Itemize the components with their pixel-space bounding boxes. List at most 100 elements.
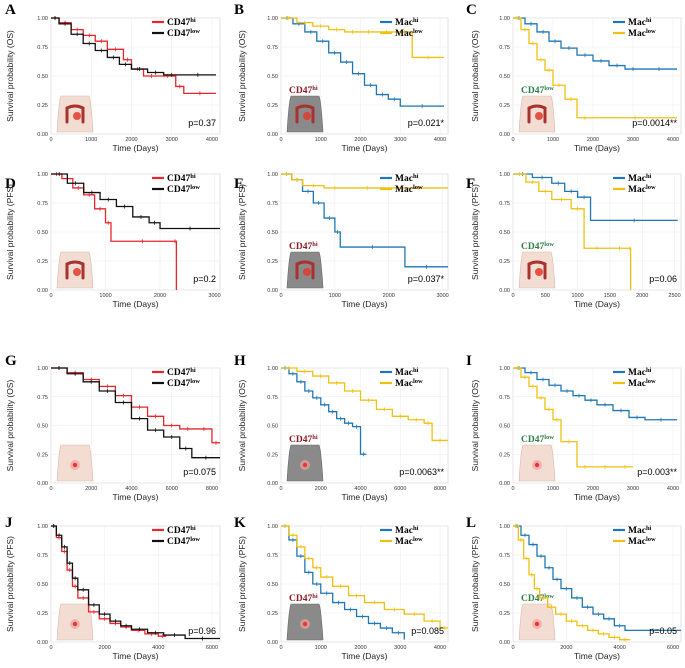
- y-axis-title: Survival probability (PFS): [470, 184, 480, 280]
- x-tick-label: 3000: [208, 293, 220, 299]
- tumor-dot: [73, 112, 81, 120]
- legend-label-main: Mac: [628, 537, 646, 547]
- y-tick-label: 0.50: [37, 582, 48, 588]
- colon-organ: [65, 260, 85, 280]
- x-tick-label: 3000: [394, 645, 406, 651]
- x-tick-label: 4000: [206, 137, 218, 143]
- x-tick-label: 6000: [394, 486, 406, 492]
- legend-label-sup: low: [646, 28, 656, 35]
- x-tick-label: 6000: [206, 645, 218, 651]
- legend-entry: Machi: [628, 173, 652, 184]
- y-tick-label: 1.00: [499, 16, 510, 22]
- survival-curve-series-1: [513, 17, 677, 70]
- y-tick-label: 0.50: [37, 230, 48, 236]
- y-tick-label: 0.50: [267, 424, 278, 430]
- x-tick-label: 2000: [85, 486, 97, 492]
- legend-label-main: Mac: [628, 29, 646, 39]
- legend-entry: CD47low: [167, 536, 200, 547]
- legend-entry: Machi: [395, 525, 419, 536]
- inset-group-label: CD47hi: [289, 241, 318, 252]
- x-tick-label: 2000: [315, 486, 327, 492]
- survival-curve-series-2: [51, 17, 216, 76]
- survival-curve-series-2: [51, 367, 220, 459]
- inset-group-label: CD47low: [521, 85, 554, 96]
- colon-anatomy-icon: [518, 95, 556, 133]
- legend-entry: Machi: [395, 17, 419, 28]
- inset-group-label: CD47hi: [289, 434, 318, 445]
- y-tick-label: 1.00: [37, 366, 48, 372]
- legend-label-sup: hi: [646, 173, 652, 180]
- y-tick-label: 0.25: [37, 452, 48, 458]
- x-axis-title: Time (Days): [574, 143, 620, 153]
- legend-entry: Machi: [395, 173, 419, 184]
- x-tick-label: 0: [49, 486, 52, 492]
- y-tick-label: 0.00: [37, 640, 48, 646]
- x-tick-label: 1000: [315, 137, 327, 143]
- panel-letter: F: [466, 176, 475, 192]
- panel-letter: E: [234, 176, 244, 192]
- legend-label-sup: hi: [646, 367, 652, 374]
- legend-label-sup: hi: [190, 173, 196, 180]
- y-tick-label: 0.75: [37, 201, 48, 207]
- x-tick-label: 2000: [587, 137, 599, 143]
- legend-label-main: CD47: [167, 526, 190, 536]
- legend-entry: Maclow: [395, 184, 423, 195]
- tumor-dot: [303, 112, 311, 120]
- survival-curve-series-2: [513, 173, 632, 290]
- inset-label-main: CD47: [289, 86, 312, 96]
- x-tick-label: 4000: [152, 645, 164, 651]
- panel-letter: J: [5, 515, 13, 531]
- panel-letter: A: [5, 2, 16, 18]
- legend-entry: Machi: [395, 367, 419, 378]
- p-value-label: p=0.0014**: [632, 118, 677, 128]
- p-value-label: p=0.96: [188, 626, 216, 636]
- legend-entry: CD47hi: [167, 17, 196, 28]
- y-tick-label: 1.00: [37, 524, 48, 530]
- x-axis-title: Time (Days): [342, 299, 388, 309]
- legend-entry: Maclow: [395, 28, 423, 39]
- y-axis-title: Survival probability (PFS): [5, 536, 15, 632]
- y-tick-label: 0.50: [267, 74, 278, 80]
- x-tick-label: 0: [511, 293, 514, 299]
- inset-label-sup: low: [544, 85, 554, 92]
- legend-label-sup: hi: [413, 17, 419, 24]
- panel-letter: B: [234, 2, 244, 18]
- y-axis-title: Survival probability (OS): [5, 30, 15, 122]
- y-axis-title: Survival probability (PFS): [470, 536, 480, 632]
- x-tick-label: 3000: [436, 293, 448, 299]
- y-axis-title: Survival probability (OS): [470, 30, 480, 122]
- legend-entry: Maclow: [628, 184, 656, 195]
- panel-a: A 0.00 0.25 0.50 0.75 1.00 0 1000 2000 3000 4000 Ti…: [5, 2, 221, 153]
- x-axis-title: Time (Days): [113, 143, 159, 153]
- tumor-dot: [535, 112, 543, 120]
- inset-label-sup: low: [544, 434, 554, 441]
- panel-letter: I: [466, 353, 472, 369]
- p-value-label: p=0.06: [649, 274, 677, 284]
- legend-label-main: Mac: [628, 379, 646, 389]
- y-tick-label: 0.50: [499, 582, 510, 588]
- legend-entry: CD47hi: [167, 525, 196, 536]
- y-tick-label: 0.75: [499, 201, 510, 207]
- legend-label-sup: hi: [413, 525, 419, 532]
- panel-l: L 0.00 0.25 0.50 0.75 1.00 0 2000 4000 6000 Time (…: [466, 515, 682, 661]
- p-value-label: p=0.037*: [408, 274, 445, 284]
- tumor-dot: [303, 268, 311, 276]
- inset-label-main: CD47: [289, 242, 312, 252]
- inset-label-main: CD47: [521, 86, 544, 96]
- legend-label-main: CD47: [167, 185, 190, 195]
- colon-organ: [65, 104, 85, 124]
- legend-entry: Machi: [628, 17, 652, 28]
- x-tick-label: 3000: [394, 137, 406, 143]
- y-tick-label: 0.00: [499, 132, 510, 138]
- x-tick-label: 1000: [315, 645, 327, 651]
- tumor-dot: [302, 621, 308, 627]
- panel-e: E 0.00 0.25 0.50 0.75 1.00 0 1000 2000 3000 Time (…: [234, 172, 449, 309]
- y-tick-label: 1.00: [267, 366, 278, 372]
- p-value-label: p=0.0063**: [399, 467, 444, 477]
- legend-label-main: CD47: [167, 537, 190, 547]
- legend-label-sup: low: [646, 378, 656, 385]
- legend-label-sup: hi: [190, 17, 196, 24]
- x-tick-label: 8000: [434, 486, 446, 492]
- x-tick-label: 1000: [329, 293, 341, 299]
- survival-curve-series-1: [281, 525, 405, 640]
